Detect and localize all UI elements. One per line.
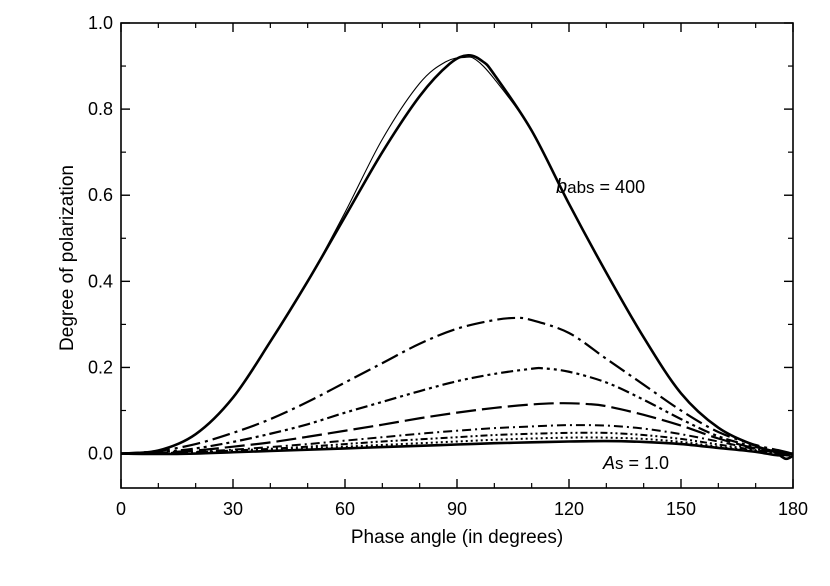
babs-annotation: babs = 400 xyxy=(556,176,645,198)
y-tick-label: 0.8 xyxy=(88,99,113,119)
series-line-long-dash xyxy=(120,402,794,455)
x-tick-label: 150 xyxy=(666,499,696,519)
x-tick-label: 120 xyxy=(554,499,584,519)
y-axis-label: Degree of polarization xyxy=(57,165,78,351)
series-line-thin-solid xyxy=(120,56,794,457)
series-line-dash-dot-long xyxy=(120,316,794,455)
y-tick-label: 0.6 xyxy=(88,185,113,205)
x-axis-label: Phase angle (in degrees) xyxy=(351,527,563,548)
babs-italic: b xyxy=(556,176,567,198)
y-tick-label: 0.2 xyxy=(88,357,113,377)
series-line-bottom-solid xyxy=(120,439,794,457)
series-line-dash-dot-dot xyxy=(120,366,794,455)
x-tick-label: 60 xyxy=(335,499,355,519)
as-value: = 1.0 xyxy=(624,453,670,473)
y-tick-label: 0.0 xyxy=(88,444,113,464)
x-tick-label: 180 xyxy=(778,499,808,519)
as-sub: s xyxy=(615,454,624,473)
ticks-layer: 0 30 60 90 120 150 180 0.0 0.2 0.4 0.6 0.8 1.0 xyxy=(88,13,808,519)
series-layer xyxy=(120,53,794,461)
series-line-thick-solid xyxy=(120,53,794,461)
babs-sub: abs xyxy=(567,178,594,197)
y-tick-label: 1.0 xyxy=(88,13,113,33)
as-italic: A xyxy=(602,453,615,473)
x-tick-label: 0 xyxy=(116,499,126,519)
x-tick-label: 90 xyxy=(447,499,467,519)
x-tick-label: 30 xyxy=(223,499,243,519)
as-annotation: As = 1.0 xyxy=(602,453,669,473)
y-tick-label: 0.4 xyxy=(88,271,113,291)
babs-value: = 400 xyxy=(595,177,646,197)
